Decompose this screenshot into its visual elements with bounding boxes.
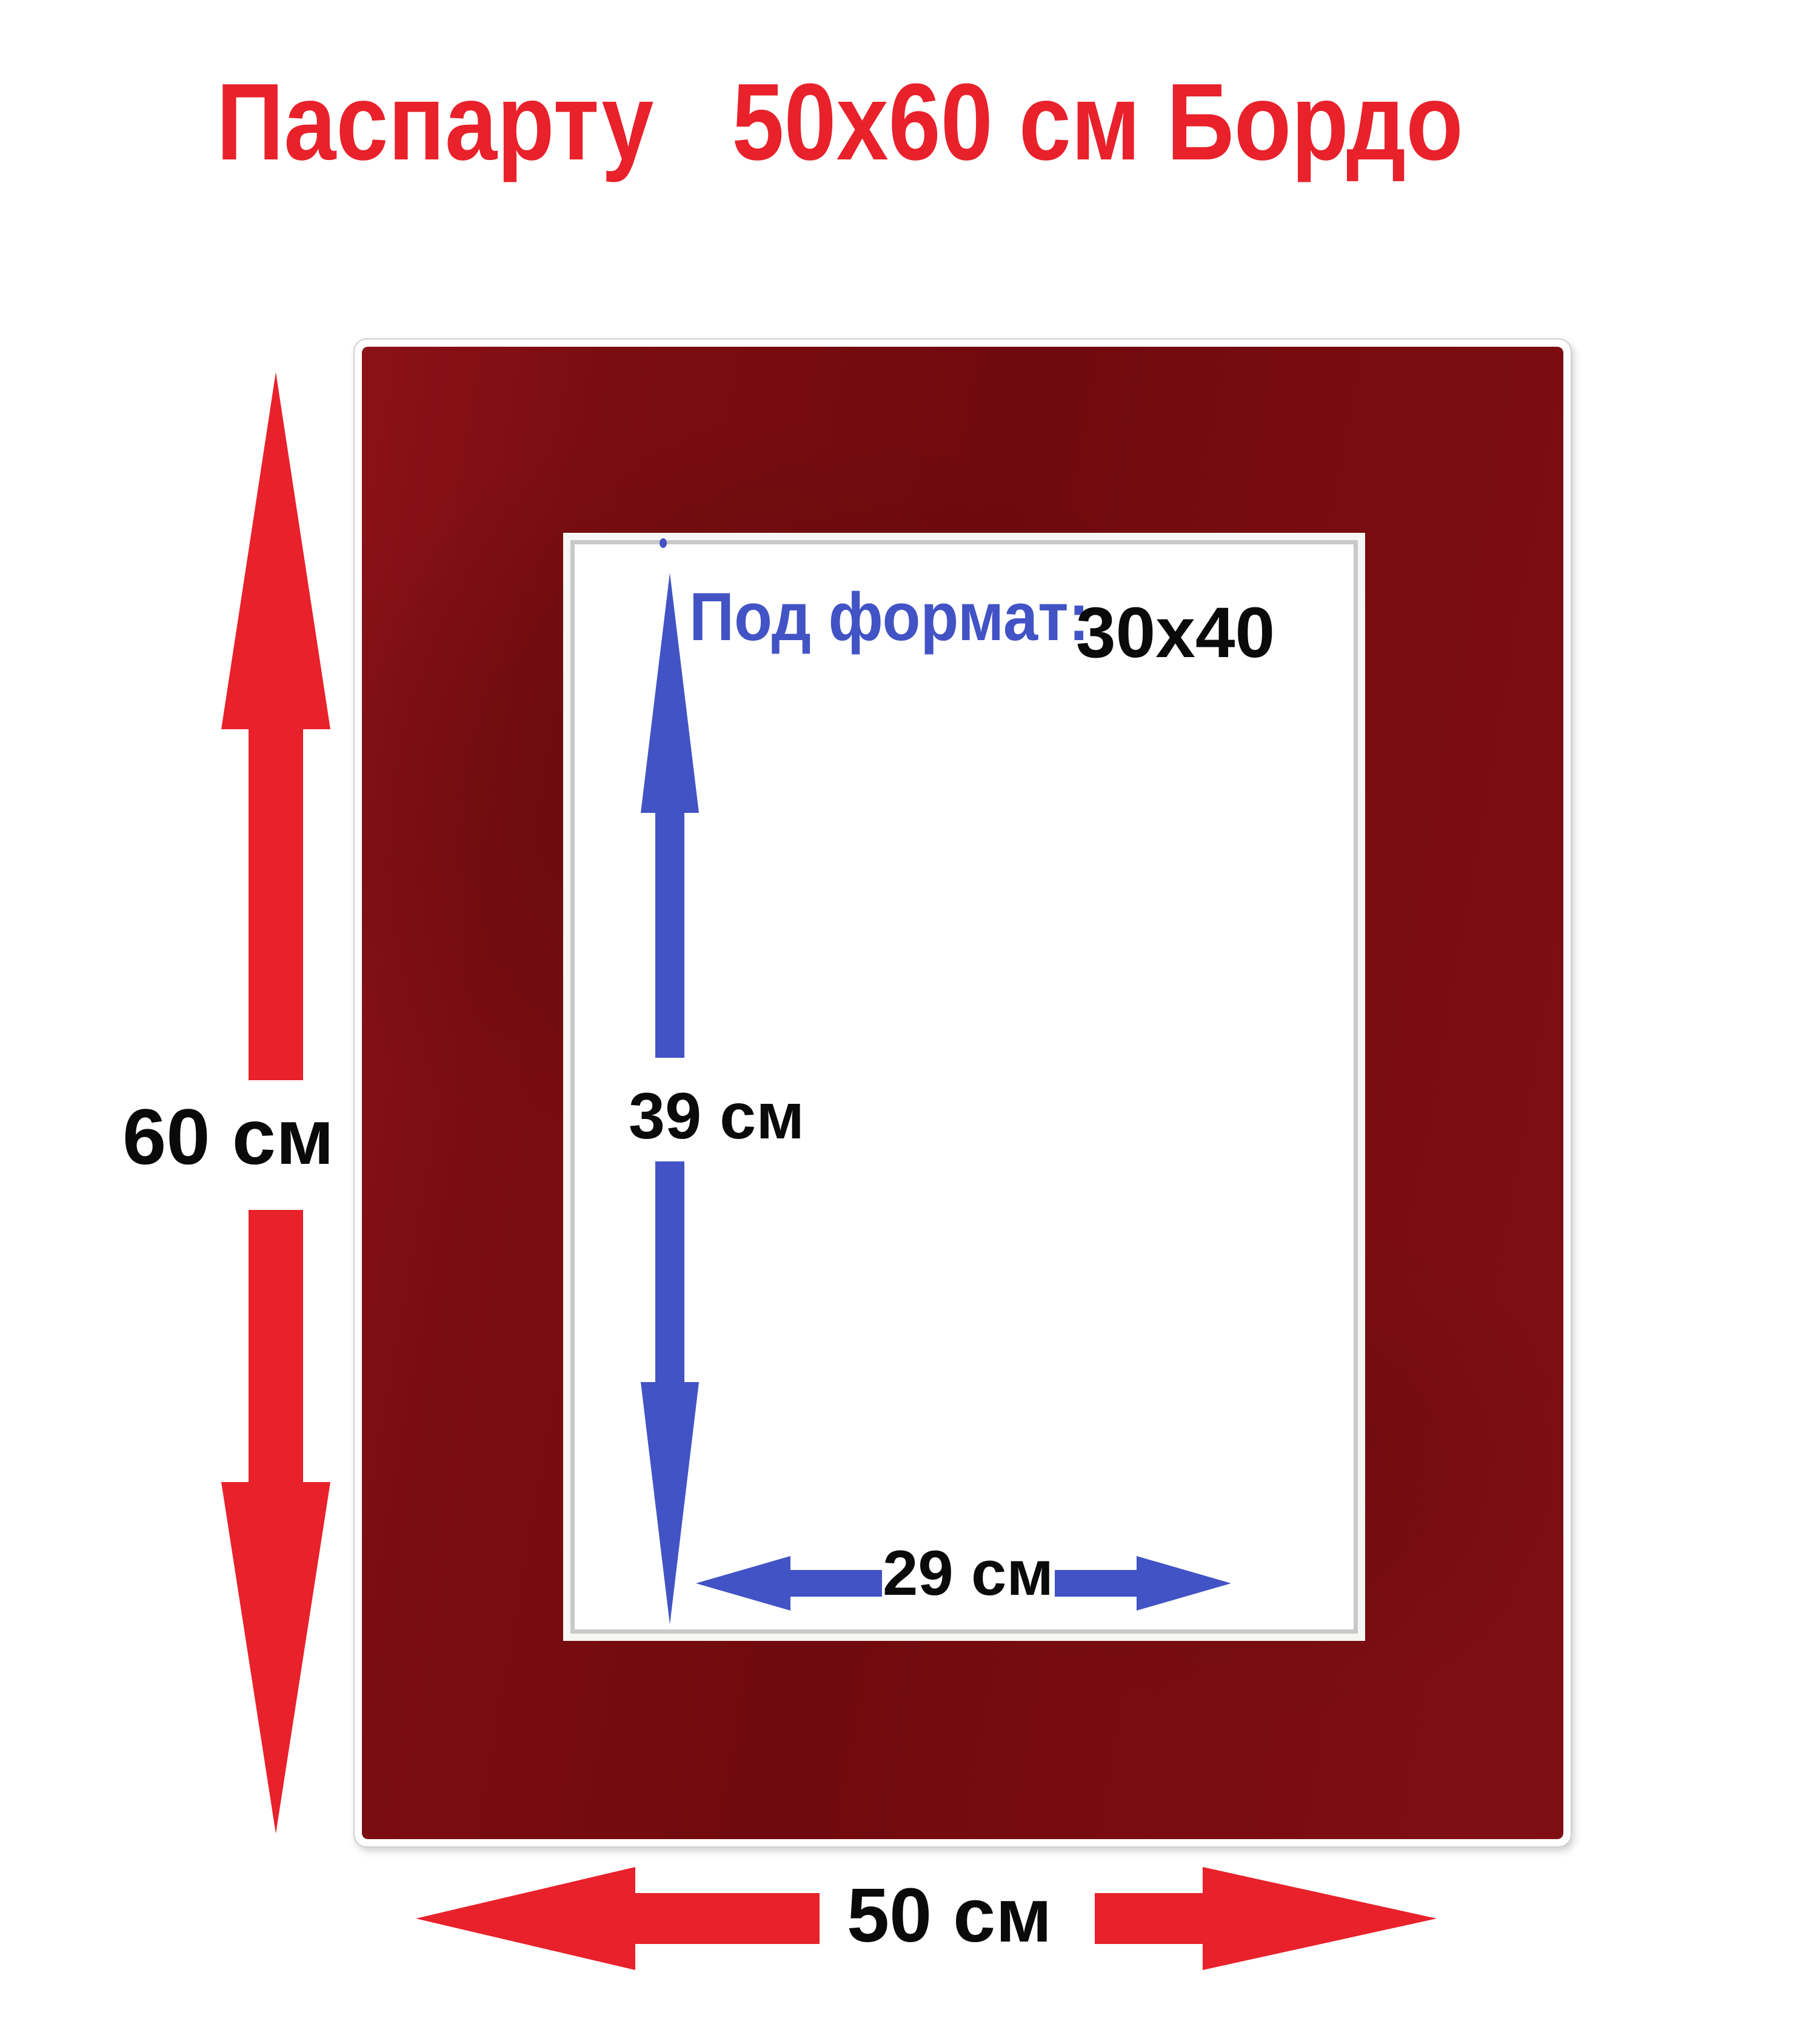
inner-height-label: 39 см	[629, 1079, 805, 1152]
inner-height-arrow-icon	[641, 573, 699, 1625]
outer-width-label: 50 см	[847, 1872, 1052, 1958]
format-value: 30х40	[1076, 593, 1275, 673]
mat-window	[575, 544, 1354, 1629]
inner-width-arrow-icon	[696, 1556, 1231, 1611]
format-caption: Под формат:	[689, 579, 1089, 655]
inner-width-label: 29 см	[883, 1538, 1054, 1609]
page-title: Паспарту 50х60 см Бордо	[216, 61, 1463, 183]
outer-height-label: 60 см	[122, 1092, 335, 1181]
outer-height-arrow-icon	[221, 372, 330, 1834]
arrow-tip-dot-icon	[660, 538, 667, 548]
outer-width-arrow-icon	[416, 1867, 1437, 1970]
